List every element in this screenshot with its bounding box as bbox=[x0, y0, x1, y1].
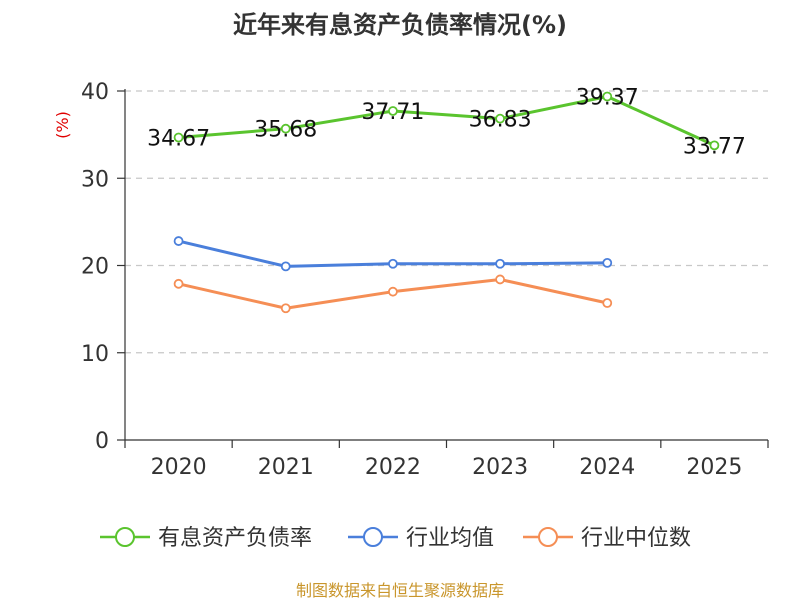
data-point-1-2021[interactable] bbox=[280, 261, 291, 272]
data-point-2-2023[interactable] bbox=[495, 274, 505, 285]
series-line-0 bbox=[178, 94, 716, 147]
data-point-0-2021[interactable] bbox=[280, 123, 291, 134]
y-tick-label-0: 0 bbox=[95, 429, 109, 454]
y-tick-label-40: 40 bbox=[81, 80, 109, 105]
data-point-2-2021[interactable] bbox=[280, 303, 291, 314]
x-tick-label-2025: 2025 bbox=[686, 455, 742, 480]
data-label-2024: 39.37 bbox=[576, 85, 639, 110]
data-point-0-2020[interactable] bbox=[173, 132, 184, 143]
data-point-0-2025[interactable] bbox=[709, 140, 720, 151]
data-point-2-2024[interactable] bbox=[602, 298, 613, 308]
x-tick-label-2022: 2022 bbox=[365, 455, 421, 480]
data-point-1-2022[interactable] bbox=[388, 258, 398, 269]
data-labels: 34.67 35.68 37.71 36.83 39.37 33.77 bbox=[147, 85, 746, 159]
legend-marker-1 bbox=[363, 527, 383, 547]
grid-lines bbox=[125, 90, 768, 354]
y-tick-label-10: 10 bbox=[81, 342, 109, 367]
data-point-0-2022[interactable] bbox=[388, 106, 398, 116]
data-point-0-2023[interactable] bbox=[495, 113, 505, 124]
data-label-2023: 36.83 bbox=[469, 108, 532, 133]
legend-label-2[interactable]: 行业中位数 bbox=[581, 526, 691, 551]
data-label-2025: 33.77 bbox=[683, 134, 746, 159]
source-note: 制图数据来自恒生聚源数据库 bbox=[296, 581, 504, 600]
y-axis-unit: (%) bbox=[53, 111, 72, 139]
data-point-0-2024[interactable] bbox=[602, 91, 613, 102]
legend-marker-2 bbox=[538, 527, 558, 547]
series-group bbox=[173, 91, 720, 314]
legend-label-1[interactable]: 行业均值 bbox=[406, 526, 494, 551]
y-tick-label-20: 20 bbox=[81, 255, 109, 280]
data-point-2-2022[interactable] bbox=[388, 286, 398, 297]
y-tick-label-30: 30 bbox=[81, 167, 109, 192]
legend-label-0[interactable]: 有息资产负债率 bbox=[158, 526, 312, 551]
axes: 0 10 20 30 40 2020 2021 2022 2023 2024 2025 bbox=[81, 80, 769, 480]
legend[interactable]: 有息资产负债率 行业均值 行业中位数 bbox=[100, 526, 691, 551]
x-tick-label-2021: 2021 bbox=[258, 455, 314, 480]
data-label-2022: 37.71 bbox=[361, 100, 424, 125]
x-tick-label-2024: 2024 bbox=[579, 455, 635, 480]
chart-title: 近年来有息资产负债率情况(%) bbox=[233, 11, 567, 39]
data-point-1-2023[interactable] bbox=[495, 258, 505, 269]
data-point-1-2024[interactable] bbox=[602, 257, 613, 268]
x-tick-label-2020: 2020 bbox=[151, 455, 207, 480]
data-point-1-2020[interactable] bbox=[173, 236, 184, 246]
legend-marker-0 bbox=[115, 527, 135, 547]
x-tick-label-2023: 2023 bbox=[472, 455, 528, 480]
data-label-2021: 35.68 bbox=[254, 118, 317, 143]
data-point-2-2020[interactable] bbox=[173, 278, 184, 289]
data-label-2020: 34.67 bbox=[147, 127, 210, 152]
